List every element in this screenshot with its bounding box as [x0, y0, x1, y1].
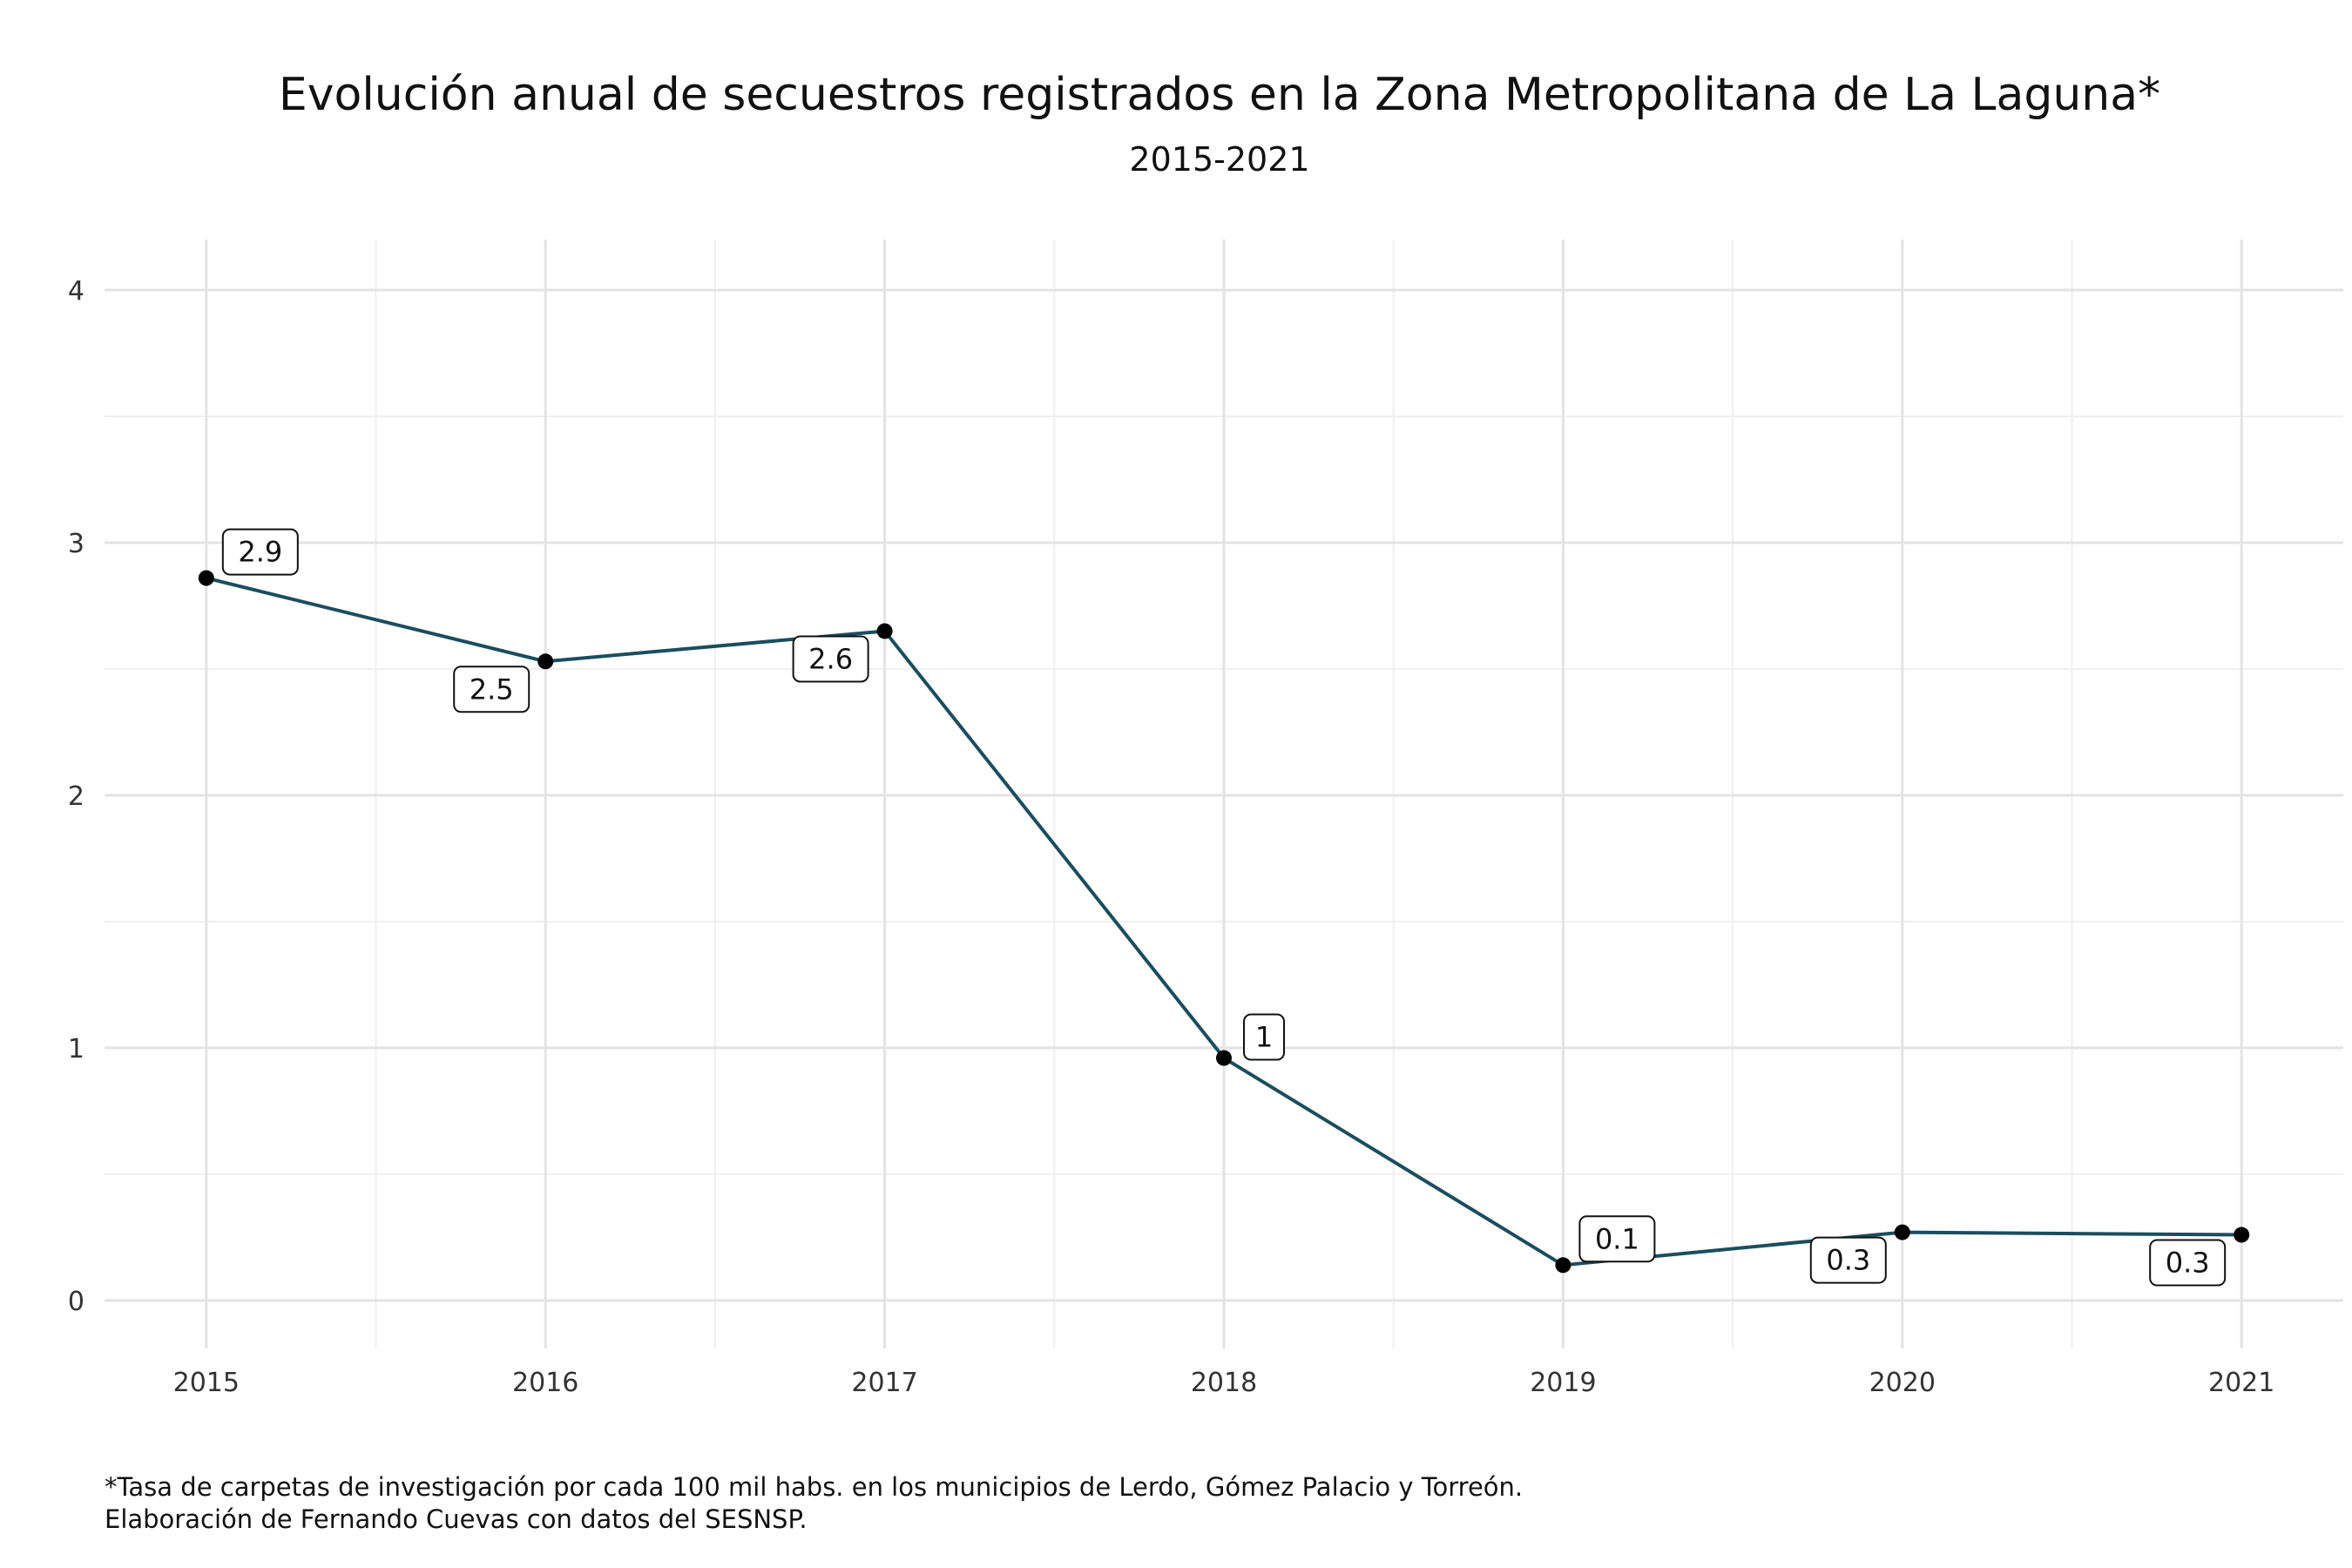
x-tick-label: 2016: [512, 1368, 578, 1398]
data-label-text: 1: [1255, 1021, 1273, 1054]
data-labels: 2.9 2.5 2.6 1 0.1 0.3 0.3: [221, 528, 2227, 1287]
data-point: [537, 653, 554, 670]
data-label-text: 0.3: [1826, 1244, 1870, 1277]
data-point: [198, 570, 214, 586]
grid-lines: [105, 240, 2343, 1348]
data-label-box: [792, 635, 869, 683]
data-label: 2.6: [792, 635, 869, 683]
caption-note: *Tasa de carpetas de investigación por c…: [105, 1472, 1523, 1502]
data-label: 0.3: [2149, 1239, 2227, 1287]
caption-source: Elaboración de Fernando Cuevas con datos…: [105, 1504, 808, 1534]
data-label-box: [2149, 1239, 2227, 1287]
chart-subtitle: 2015-2021: [1129, 140, 1309, 179]
data-label-text: 2.5: [470, 672, 514, 706]
data-label-text: 2.9: [238, 536, 282, 569]
y-tick-label: 3: [68, 529, 84, 559]
axis-ticks: 0 1 2 3 4 2015 2016 2017 2018 2019 2020 2021: [68, 276, 2274, 1398]
y-tick-label: 2: [68, 781, 84, 812]
data-point: [876, 623, 893, 639]
x-tick-label: 2020: [1869, 1368, 1936, 1398]
data-label: 2.5: [453, 666, 531, 713]
series-layer: [198, 570, 2250, 1274]
x-tick-label: 2015: [173, 1368, 240, 1398]
data-label-box: [1578, 1215, 1656, 1263]
data-label-box: [453, 666, 531, 713]
data-label-text: 0.3: [2166, 1247, 2210, 1280]
data-label: 0.3: [1809, 1236, 1887, 1284]
data-label-box: [1809, 1236, 1887, 1284]
y-tick-label: 1: [68, 1034, 84, 1064]
data-label-text: 0.1: [1595, 1222, 1639, 1255]
data-point: [2234, 1227, 2250, 1243]
data-label: 1: [1243, 1013, 1285, 1061]
data-point: [1555, 1257, 1571, 1274]
y-tick-label: 4: [68, 276, 84, 307]
data-label-box: [1243, 1013, 1285, 1061]
data-label-box: [221, 528, 299, 576]
data-label: 0.1: [1578, 1215, 1656, 1263]
x-tick-label: 2019: [1530, 1368, 1596, 1398]
x-tick-label: 2017: [851, 1368, 917, 1398]
x-tick-label: 2018: [1191, 1368, 1257, 1398]
chart-title: Evolución anual de secuestros registrado…: [279, 69, 2160, 121]
x-tick-label: 2021: [2208, 1368, 2274, 1398]
data-label: 2.9: [221, 528, 299, 576]
data-point: [1216, 1050, 1232, 1066]
data-label-text: 2.6: [808, 642, 853, 675]
data-point: [1894, 1224, 1910, 1240]
y-tick-label: 0: [68, 1287, 84, 1317]
